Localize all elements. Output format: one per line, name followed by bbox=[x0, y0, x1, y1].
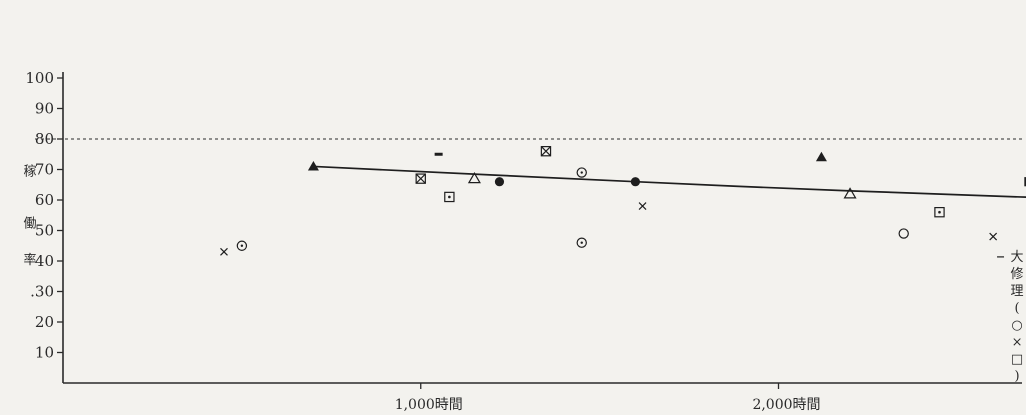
point-circle-open bbox=[898, 228, 909, 239]
marker-square-x bbox=[415, 173, 426, 184]
point-square-x bbox=[415, 173, 426, 184]
marker-circle-filled bbox=[630, 177, 641, 187]
point-square-filled bbox=[1024, 177, 1026, 187]
y-tick-label: 60 bbox=[35, 191, 54, 209]
marker-triangle-open bbox=[467, 171, 481, 184]
marker-x-b bbox=[989, 232, 998, 241]
marker-triangle-filled bbox=[307, 160, 319, 171]
point-x bbox=[638, 202, 647, 211]
y-axis-label-char: 率 bbox=[23, 252, 36, 268]
y-tick-label: .30 bbox=[30, 283, 54, 301]
point-triangle-filled bbox=[307, 160, 319, 171]
point-square-dot bbox=[444, 191, 455, 203]
annotation-char: 理 bbox=[1011, 284, 1024, 299]
point-triangle-filled bbox=[815, 151, 827, 162]
y-tick-label: 90 bbox=[35, 100, 54, 118]
annotation-char: ○ bbox=[1011, 318, 1022, 333]
overhaul-annotation: 大修理 ( ○ × □) bbox=[997, 250, 1024, 384]
annotation-char: 大 bbox=[1011, 250, 1024, 265]
point-square-dot bbox=[934, 207, 945, 218]
marker-square-dot bbox=[444, 191, 455, 203]
y-tick-label: 50 bbox=[35, 222, 54, 240]
marker-square-x-b bbox=[415, 173, 426, 184]
marker-square-dot-center bbox=[938, 210, 941, 214]
y-axis-label-char: 稼 bbox=[23, 165, 36, 180]
annotation-char: ( bbox=[1014, 301, 1019, 316]
annotation-char: □ bbox=[1011, 352, 1023, 367]
marker-triangle-open bbox=[843, 187, 857, 199]
marker-circle-dot bbox=[236, 240, 248, 251]
point-circle-dot bbox=[576, 167, 587, 178]
point-circle-filled bbox=[630, 177, 641, 187]
axes bbox=[62, 72, 1022, 384]
point-circle-filled bbox=[494, 177, 505, 187]
marker-filled-dash bbox=[434, 152, 443, 156]
y-ticks: 10 20 .30 40 50 60 70 80 90 100 bbox=[25, 69, 63, 362]
marker-circle-dot-center bbox=[240, 244, 244, 247]
marker-x-b bbox=[638, 202, 647, 211]
marker-square-dot bbox=[934, 207, 945, 218]
x-tick-label: 1,000時間 bbox=[395, 397, 463, 413]
y-tick-label: 20 bbox=[35, 313, 54, 331]
marker-x-b bbox=[220, 247, 228, 256]
x-tick-label: 2,000時間 bbox=[752, 397, 820, 413]
point-x bbox=[220, 247, 228, 256]
trend-line bbox=[313, 165, 1026, 199]
y-axis-label-char: 働 bbox=[23, 216, 36, 231]
y-tick-label: 40 bbox=[35, 252, 54, 270]
point-triangle-open bbox=[843, 187, 857, 199]
annotation-char: 修 bbox=[1011, 267, 1024, 282]
annotation-char: × bbox=[1012, 335, 1023, 350]
marker-circle-dot-center bbox=[580, 171, 583, 174]
annotation-char: ) bbox=[1014, 369, 1019, 384]
point-circle-dot bbox=[236, 240, 248, 251]
marker-square-filled bbox=[1024, 177, 1026, 187]
y-tick-label: 80 bbox=[35, 130, 54, 148]
point-triangle-open bbox=[467, 171, 481, 184]
y-axis-label: 稼働率 bbox=[23, 165, 36, 268]
marker-circle-open bbox=[898, 228, 909, 239]
marker-circle-dot bbox=[576, 237, 587, 248]
point-square-x bbox=[540, 146, 552, 157]
y-tick-label: 100 bbox=[25, 69, 54, 87]
marker-square-x bbox=[540, 146, 552, 157]
marker-circle-filled bbox=[494, 177, 505, 187]
marker-square-x-b bbox=[540, 146, 551, 157]
point-filled-dash bbox=[434, 152, 443, 156]
y-tick-label: 70 bbox=[35, 161, 54, 179]
data-points bbox=[220, 146, 1026, 256]
point-circle-dot bbox=[576, 237, 587, 248]
y-tick-label: 10 bbox=[35, 344, 54, 362]
marker-circle-dot-center bbox=[580, 241, 583, 244]
marker-circle-dot bbox=[576, 167, 587, 178]
marker-triangle-filled bbox=[815, 151, 827, 162]
marker-square-dot-center bbox=[448, 195, 451, 199]
point-x bbox=[989, 232, 998, 241]
